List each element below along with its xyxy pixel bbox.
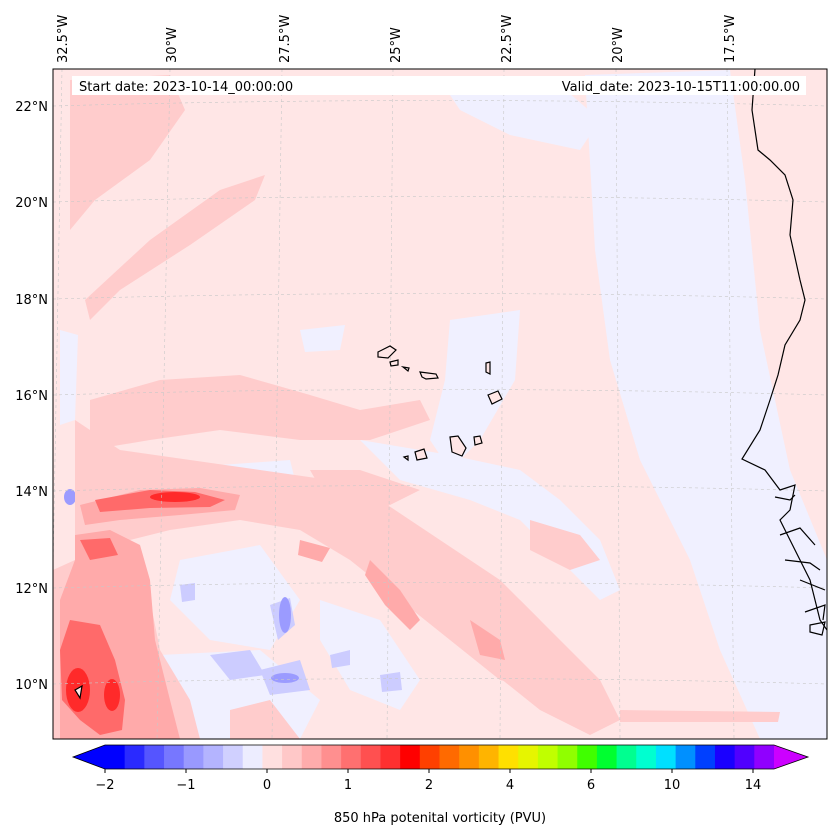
lat-label: 12°N bbox=[15, 582, 48, 597]
colorbar-segment bbox=[734, 745, 755, 769]
valid-date-label: Valid_date: 2023-10-15T11:00:00.00 bbox=[562, 80, 800, 95]
colorbar-segment bbox=[242, 745, 263, 769]
colorbar-segment bbox=[478, 745, 500, 769]
colorbar-segment bbox=[144, 745, 165, 769]
strong-negative-pv-regions bbox=[64, 489, 299, 683]
colorbar-segment bbox=[223, 745, 244, 769]
peak-positive-pv-regions bbox=[66, 492, 200, 712]
lat-label: 14°N bbox=[15, 485, 48, 500]
lon-label: 30°W bbox=[165, 27, 180, 63]
date-header-box bbox=[72, 76, 806, 95]
lon-label: 32.5°W bbox=[56, 15, 71, 63]
colorbar-segment bbox=[183, 745, 204, 769]
colorbar-segment bbox=[459, 745, 480, 769]
colorbar-tick-label: 4 bbox=[506, 778, 514, 793]
colorbar-segment bbox=[498, 745, 519, 769]
colorbar-segment bbox=[655, 745, 677, 769]
colorbar-label: 850 hPa potenital vorticity (PVU) bbox=[334, 811, 546, 826]
colorbar-segment bbox=[262, 745, 283, 769]
colorbar-segment bbox=[695, 745, 716, 769]
colorbar-tick-label: 0 bbox=[263, 778, 271, 793]
colorbar-segment bbox=[714, 745, 736, 769]
lat-label: 16°N bbox=[15, 389, 48, 404]
coastlines bbox=[741, 69, 827, 636]
colorbar-segment bbox=[380, 745, 401, 769]
map-frame bbox=[52, 68, 828, 740]
colorbar-segment bbox=[596, 745, 618, 769]
colorbar-segment bbox=[616, 745, 637, 769]
lon-label: 22.5°W bbox=[500, 15, 515, 63]
colorbar-tick-label: 10 bbox=[664, 778, 681, 793]
colorbar-segment bbox=[124, 745, 145, 769]
colorbar-tick-label: −1 bbox=[176, 778, 195, 793]
lon-label: 17.5°W bbox=[723, 15, 738, 63]
lat-label: 22°N bbox=[15, 100, 48, 115]
colorbar: −2 −1 0 1 2 4 6 10 14 850 hPa potenital … bbox=[71, 744, 810, 826]
colorbar-segment bbox=[105, 745, 126, 769]
lat-label: 10°N bbox=[15, 678, 48, 693]
colorbar-segment bbox=[203, 745, 224, 769]
cape-verde-islands bbox=[74, 345, 503, 700]
colorbar-segment bbox=[360, 745, 381, 769]
colorbar-over-arrow bbox=[774, 745, 808, 769]
colorbar-under-arrow bbox=[73, 745, 105, 769]
lon-label: 27.5°W bbox=[278, 15, 293, 63]
colorbar-segment bbox=[537, 745, 559, 769]
colorbar-segment bbox=[301, 745, 322, 769]
colorbar-segment bbox=[282, 745, 303, 769]
colorbar-tick-label: 6 bbox=[587, 778, 595, 793]
colorbar-segment bbox=[557, 745, 578, 769]
colorbar-ticks: −2 −1 0 1 2 4 6 10 14 bbox=[95, 769, 761, 793]
colorbar-segment bbox=[164, 745, 185, 769]
colorbar-tick-label: 14 bbox=[745, 778, 762, 793]
colorbar-segment bbox=[518, 745, 539, 769]
colorbar-segments bbox=[105, 745, 775, 769]
colorbar-tick-label: 2 bbox=[425, 778, 433, 793]
start-date-label: Start date: 2023-10-14_00:00:00 bbox=[79, 80, 293, 95]
lon-label: 20°W bbox=[611, 27, 626, 63]
longitude-labels: 32.5°W 30°W 27.5°W 25°W 22.5°W 20°W 17.5… bbox=[56, 15, 738, 63]
colorbar-segment bbox=[754, 745, 775, 769]
colorbar-segment bbox=[341, 745, 362, 769]
colorbar-segment bbox=[321, 745, 342, 769]
map-panel bbox=[53, 69, 827, 739]
map-gridlines bbox=[53, 69, 827, 739]
africa-coastline bbox=[741, 69, 827, 631]
colorbar-segment bbox=[400, 745, 421, 769]
colorbar-segment bbox=[439, 745, 460, 769]
colorbar-segment bbox=[577, 745, 598, 769]
colorbar-segment bbox=[636, 745, 657, 769]
colorbar-segment bbox=[419, 745, 440, 769]
lat-label: 20°N bbox=[15, 196, 48, 211]
lat-label: 18°N bbox=[15, 293, 48, 308]
colorbar-segment bbox=[675, 745, 696, 769]
lon-label: 25°W bbox=[389, 27, 404, 63]
colorbar-tick-label: −2 bbox=[95, 778, 114, 793]
latitude-labels: 22°N 20°N 18°N 16°N 14°N 12°N 10°N bbox=[15, 100, 48, 693]
colorbar-tick-label: 1 bbox=[344, 778, 352, 793]
